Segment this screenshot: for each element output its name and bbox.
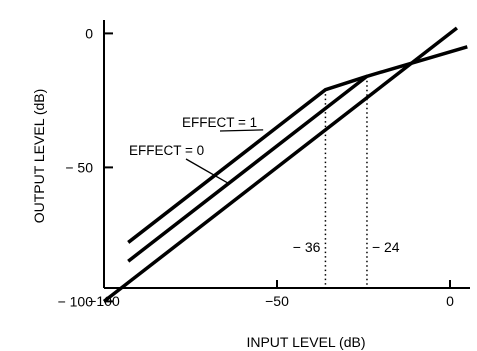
x-tick-label: −50 [265, 293, 289, 309]
effect-label: EFFECT = 1 [182, 115, 257, 130]
y-axis-title: OUTPUT LEVEL (dB) [31, 89, 47, 224]
x-tick-label: 0 [446, 293, 454, 309]
y-tick-label: 0 [85, 25, 93, 41]
series-line [127, 74, 368, 244]
threshold-marker-label: − 36 [293, 239, 321, 255]
effect-pointer-line [185, 158, 229, 185]
series-line [102, 26, 458, 303]
threshold-marker-label: − 24 [372, 239, 400, 255]
effect-pointer-line [219, 129, 264, 132]
y-tick-label: − 50 [65, 159, 93, 175]
x-axis-title: INPUT LEVEL (dB) [246, 334, 365, 350]
y-tick-label: − 100 [58, 293, 94, 309]
effect-label: EFFECT = 0 [129, 143, 204, 158]
